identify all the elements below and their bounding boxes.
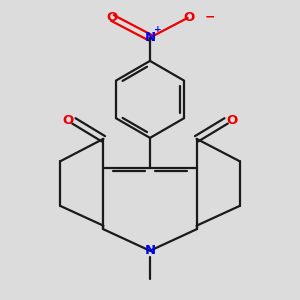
Text: N: N [144,244,156,257]
Text: O: O [226,114,238,127]
Text: N: N [144,31,156,44]
Text: O: O [184,11,195,24]
Text: O: O [62,114,74,127]
Text: O: O [107,11,118,24]
Text: +: + [154,26,161,34]
Text: −: − [205,11,215,23]
